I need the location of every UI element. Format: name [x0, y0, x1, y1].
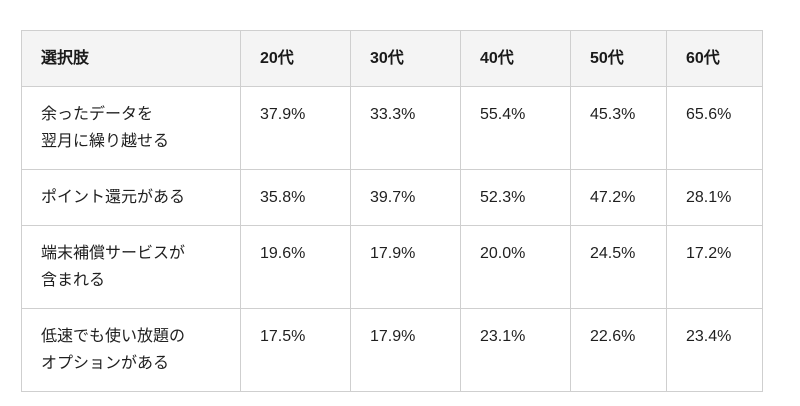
- row-label-device-warranty: 端末補償サービスが 含まれる: [21, 225, 241, 309]
- value-cell: 37.9%: [240, 86, 351, 170]
- table-row: 余ったデータを 翌月に繰り越せる 37.9% 33.3% 55.4% 45.3%…: [21, 86, 763, 170]
- value-cell: 52.3%: [460, 169, 571, 226]
- table-row: ポイント還元がある 35.8% 39.7% 52.3% 47.2% 28.1%: [21, 169, 763, 226]
- value-cell: 55.4%: [460, 86, 571, 170]
- column-header-choices: 選択肢: [21, 30, 241, 87]
- value-cell: 65.6%: [666, 86, 763, 170]
- table-header-row: 選択肢 20代 30代 40代 50代 60代: [21, 30, 763, 87]
- value-cell: 17.5%: [240, 308, 351, 392]
- value-cell: 17.9%: [350, 225, 461, 309]
- value-cell: 24.5%: [570, 225, 667, 309]
- column-header-age-60s: 60代: [666, 30, 763, 87]
- column-header-age-30s: 30代: [350, 30, 461, 87]
- row-label-carryover-data: 余ったデータを 翌月に繰り越せる: [21, 86, 241, 170]
- table-row: 端末補償サービスが 含まれる 19.6% 17.9% 20.0% 24.5% 1…: [21, 225, 763, 309]
- row-label-point-reward: ポイント還元がある: [21, 169, 241, 226]
- value-cell: 39.7%: [350, 169, 461, 226]
- value-cell: 33.3%: [350, 86, 461, 170]
- column-header-age-20s: 20代: [240, 30, 351, 87]
- value-cell: 22.6%: [570, 308, 667, 392]
- value-cell: 17.2%: [666, 225, 763, 309]
- column-header-age-40s: 40代: [460, 30, 571, 87]
- value-cell: 28.1%: [666, 169, 763, 226]
- column-header-age-50s: 50代: [570, 30, 667, 87]
- value-cell: 17.9%: [350, 308, 461, 392]
- value-cell: 45.3%: [570, 86, 667, 170]
- value-cell: 20.0%: [460, 225, 571, 309]
- value-cell: 23.1%: [460, 308, 571, 392]
- survey-results-table: 選択肢 20代 30代 40代 50代 60代 余ったデータを 翌月に繰り越せる…: [21, 30, 763, 392]
- value-cell: 19.6%: [240, 225, 351, 309]
- value-cell: 23.4%: [666, 308, 763, 392]
- row-label-unlimited-low-speed: 低速でも使い放題の オプションがある: [21, 308, 241, 392]
- value-cell: 47.2%: [570, 169, 667, 226]
- table-row: 低速でも使い放題の オプションがある 17.5% 17.9% 23.1% 22.…: [21, 308, 763, 392]
- value-cell: 35.8%: [240, 169, 351, 226]
